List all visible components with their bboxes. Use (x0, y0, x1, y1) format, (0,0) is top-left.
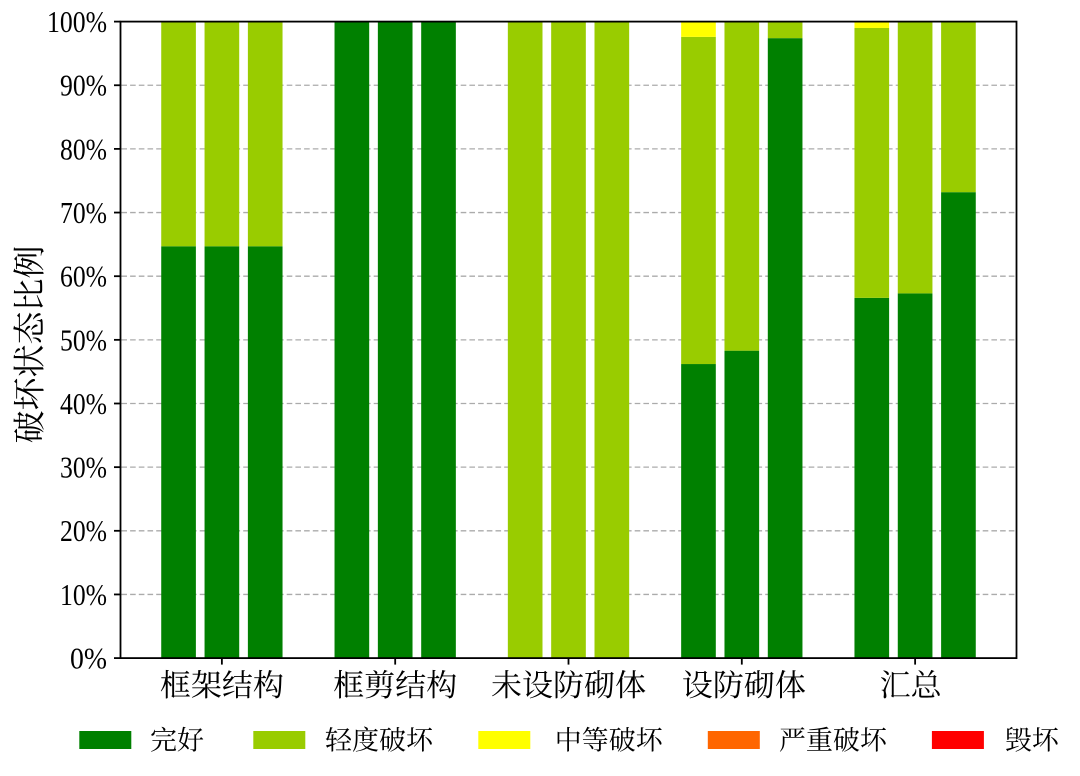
svg-text:0%: 0% (70, 642, 107, 676)
svg-text:60%: 60% (60, 260, 107, 294)
svg-text:20%: 20% (60, 514, 107, 548)
svg-text:70%: 70% (60, 196, 107, 230)
svg-text:30%: 30% (60, 451, 107, 485)
svg-text:50%: 50% (60, 323, 107, 357)
svg-text:100%: 100% (47, 5, 107, 39)
svg-text:40%: 40% (60, 387, 107, 421)
svg-text:90%: 90% (60, 69, 107, 103)
svg-text:80%: 80% (60, 132, 107, 166)
svg-text:10%: 10% (60, 578, 107, 612)
